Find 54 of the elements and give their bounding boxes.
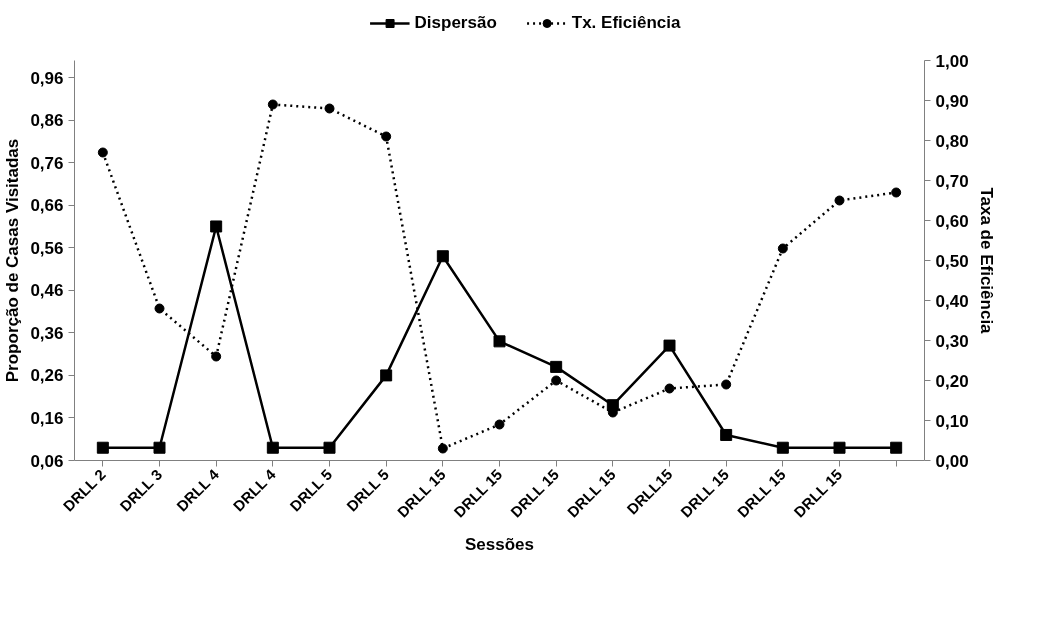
point — [890, 441, 903, 454]
point — [833, 441, 846, 454]
y2-tick-label: 1,00 — [935, 51, 969, 71]
y2-tick-label: 0,20 — [935, 371, 969, 391]
point — [96, 441, 109, 454]
legend-label: Dispersão — [414, 12, 497, 33]
y2-tick-label: 0,30 — [935, 331, 969, 351]
y-tick-label: 0,56 — [30, 238, 64, 258]
point — [436, 250, 449, 263]
point — [154, 303, 165, 314]
point — [551, 375, 562, 386]
y-tick-label: 0,36 — [30, 323, 64, 343]
y-tick-label: 0,96 — [30, 68, 64, 88]
point — [720, 428, 733, 441]
point — [550, 360, 563, 373]
point — [834, 195, 845, 206]
point — [776, 441, 789, 454]
point — [97, 147, 108, 158]
point — [211, 351, 222, 362]
y-tick-label: 0,66 — [30, 196, 64, 216]
y2-tick-label: 0,90 — [935, 91, 969, 111]
point — [381, 131, 392, 142]
y-tick-label: 0,86 — [30, 111, 64, 131]
point — [777, 243, 788, 254]
point — [267, 99, 278, 110]
y2-tick-label: 0,10 — [935, 411, 969, 431]
y2-tick-label: 0,60 — [935, 211, 969, 231]
point — [663, 339, 676, 352]
x-axis-title: Sessões — [465, 534, 534, 554]
y-tick-label: 0,06 — [30, 451, 64, 471]
point — [493, 335, 506, 348]
point — [324, 103, 335, 114]
point — [323, 441, 336, 454]
y2-tick-label: 0,00 — [935, 451, 969, 471]
y2-tick-label: 0,40 — [935, 291, 969, 311]
point — [891, 187, 902, 198]
y-tick-label: 0,46 — [30, 281, 64, 301]
point — [266, 441, 279, 454]
y2-axis-title: Taxa de Eficiência — [976, 187, 996, 335]
point — [210, 220, 223, 233]
point — [437, 443, 448, 454]
y-tick-label: 0,16 — [30, 408, 64, 428]
point — [380, 369, 393, 382]
point — [721, 379, 732, 390]
point — [153, 441, 166, 454]
point — [664, 383, 675, 394]
point — [494, 419, 505, 430]
y2-tick-label: 0,50 — [935, 251, 969, 271]
legend-label: Tx. Eficiência — [571, 12, 681, 33]
y2-tick-label: 0,80 — [935, 131, 969, 151]
y-tick-label: 0,76 — [30, 153, 64, 173]
y-axis-title: Proporção de Casas Visitadas — [3, 138, 23, 383]
y2-tick-label: 0,70 — [935, 171, 969, 191]
y-tick-label: 0,26 — [30, 366, 64, 386]
